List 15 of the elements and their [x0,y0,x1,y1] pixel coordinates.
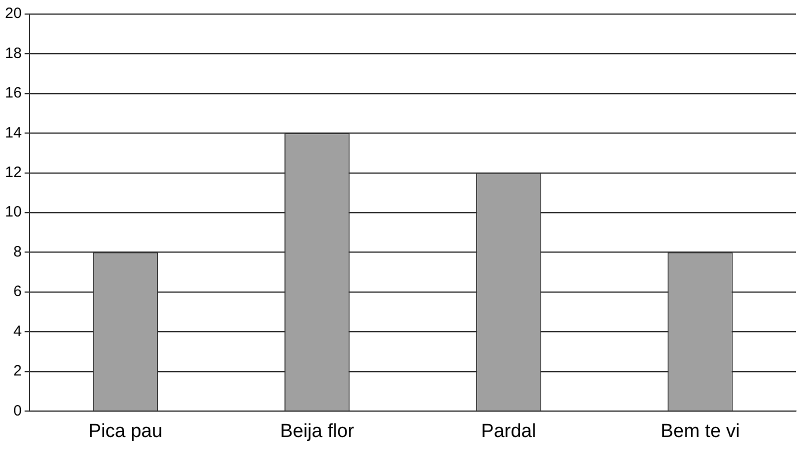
x-tick-label: Bem te vi [660,420,740,442]
x-tick-label: Beija flor [280,420,355,442]
y-tick-label: 4 [13,322,22,340]
y-tick-label: 2 [13,362,22,380]
y-tick-label: 10 [4,204,22,221]
y-tick-label: 6 [13,283,22,300]
y-tick-label: 20 [4,5,22,22]
y-tick-label: 18 [4,44,22,62]
y-tick-label: 14 [4,124,22,142]
y-tick-label: 12 [4,164,22,182]
x-tick-label: Pardal [481,420,536,442]
x-tick-label: Pica pau [88,420,162,442]
y-tick-label: 0 [13,402,22,420]
y-tick-label: 16 [4,84,22,102]
y-tick-label: 8 [13,243,22,260]
